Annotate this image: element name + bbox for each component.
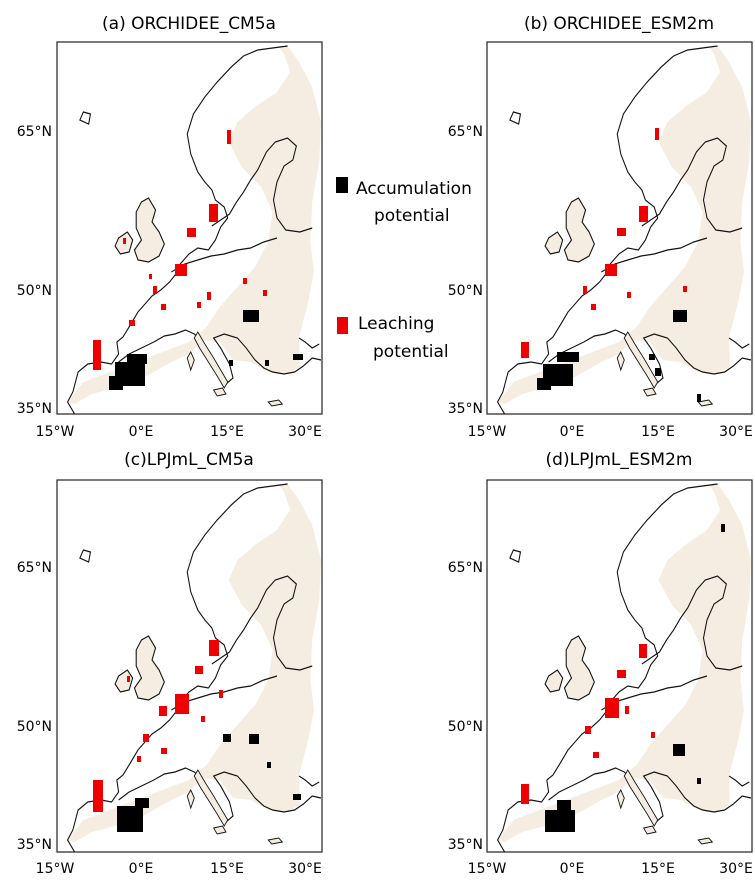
lat-tick-label: 65°N (448, 560, 483, 576)
lat-tick-label: 35°N (448, 837, 483, 853)
lon-tick-label: 15°E (641, 424, 675, 440)
panel-c-title: (c)LPJmL_CM5a (124, 450, 254, 470)
lat-tick-label: 65°N (17, 560, 52, 576)
lon-ticks-a: 15°W 0°E 15°E 30°E (36, 424, 322, 440)
lon-tick-label: 30°E (719, 861, 753, 877)
lon-ticks-d: 15°W 0°E 15°E 30°E (468, 861, 753, 877)
leaching-cells (521, 128, 687, 358)
lat-ticks-c: 65°N 50°N 35°N (17, 560, 52, 853)
lat-tick-label: 35°N (17, 837, 52, 853)
panel-a (56, 41, 323, 415)
leaching-label-line2: potential (373, 342, 449, 362)
lon-tick-label: 15°W (468, 424, 507, 440)
panel-b (486, 41, 753, 415)
lon-ticks-b: 15°W 0°E 15°E 30°E (468, 424, 753, 440)
panel-d (486, 479, 753, 853)
lon-tick-label: 0°E (129, 424, 154, 440)
leaching-label-line1: Leaching (358, 314, 434, 334)
lat-tick-label: 35°N (17, 401, 52, 417)
lon-tick-label: 0°E (560, 861, 585, 877)
leaching-cells (521, 644, 655, 804)
lon-tick-label: 15°W (36, 424, 75, 440)
legend: Accumulation potential Leaching potentia… (336, 177, 472, 362)
lat-tick-label: 50°N (448, 719, 483, 735)
lat-tick-label: 50°N (17, 283, 52, 299)
lon-tick-label: 15°E (210, 424, 244, 440)
lat-tick-label: 50°N (448, 283, 483, 299)
leaching-swatch (337, 317, 348, 334)
panel-c (56, 479, 323, 853)
lat-ticks-b: 65°N 50°N 35°N (448, 124, 483, 417)
leaching-cells (93, 130, 267, 370)
lon-tick-label: 0°E (129, 861, 154, 877)
lat-tick-label: 50°N (17, 719, 52, 735)
accumulation-cells (545, 524, 725, 832)
accumulation-cells (117, 734, 301, 832)
accumulation-swatch (336, 177, 348, 193)
lon-ticks-c: 15°W 0°E 15°E 30°E (36, 861, 322, 877)
panel-b-title: (b) ORCHIDEE_ESM2m (524, 14, 714, 34)
accumulation-cells (109, 310, 303, 390)
lat-tick-label: 65°N (17, 124, 52, 140)
lon-tick-label: 15°E (641, 861, 675, 877)
lat-ticks-a: 65°N 50°N 35°N (17, 124, 52, 417)
lon-tick-label: 30°E (288, 424, 322, 440)
lat-tick-label: 35°N (448, 401, 483, 417)
accumulation-label-line2: potential (374, 206, 450, 226)
panel-a-title: (a) ORCHIDEE_CM5a (102, 14, 276, 34)
lon-tick-label: 15°E (210, 861, 244, 877)
lon-tick-label: 15°W (468, 861, 507, 877)
lon-tick-label: 30°E (288, 861, 322, 877)
panel-d-title: (d)LPJmL_ESM2m (546, 450, 693, 470)
lon-tick-label: 15°W (36, 861, 75, 877)
lon-tick-label: 30°E (719, 424, 753, 440)
accumulation-cells (537, 310, 701, 402)
lat-ticks-d: 65°N 50°N 35°N (448, 560, 483, 853)
lon-tick-label: 0°E (560, 424, 585, 440)
lat-tick-label: 65°N (448, 124, 483, 140)
accumulation-label-line1: Accumulation (356, 179, 472, 199)
leaching-cells (93, 640, 223, 812)
